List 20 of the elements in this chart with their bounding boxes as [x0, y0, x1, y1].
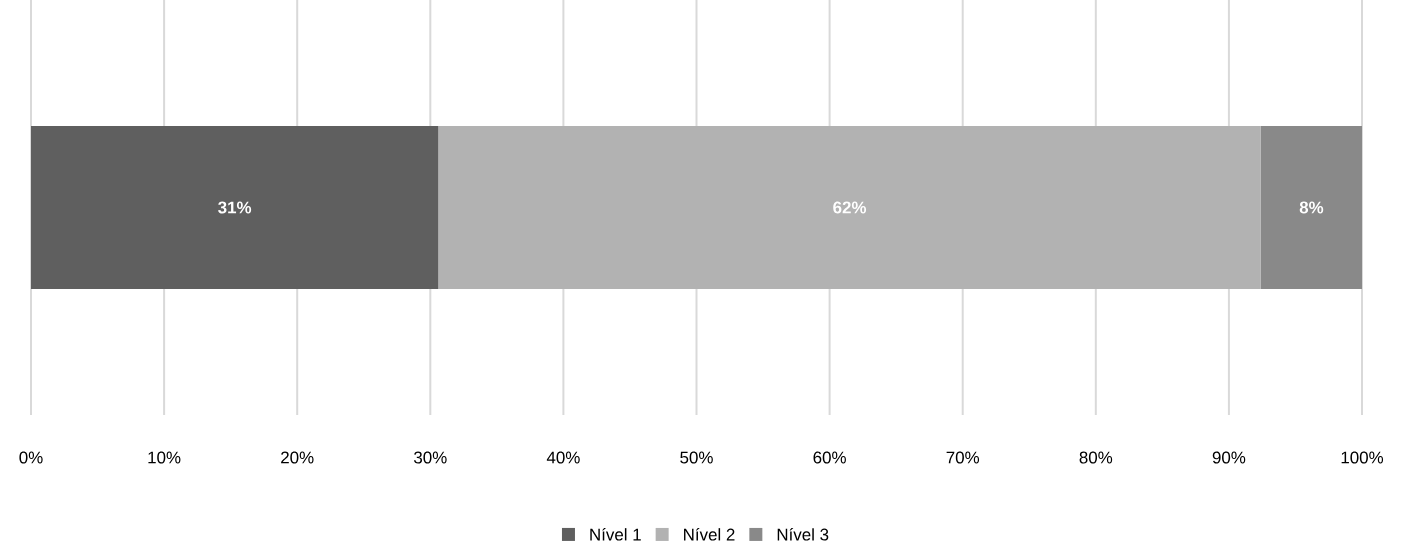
legend-label: Nível 3: [777, 527, 829, 541]
bar: [1260, 126, 1363, 289]
x-tick-label: 80%: [1079, 451, 1113, 464]
data-label: 8%: [1299, 201, 1324, 214]
x-tick-label: 70%: [946, 451, 980, 464]
x-tick-label: 30%: [413, 451, 447, 464]
x-tick-label: 90%: [1212, 451, 1246, 464]
x-tick-label: 20%: [281, 451, 314, 464]
x-tick-label: 10%: [148, 451, 181, 464]
x-tick-label: 60%: [813, 451, 846, 464]
bar: [438, 126, 1261, 289]
data-label: 62%: [833, 201, 867, 214]
x-tick-label: 50%: [680, 451, 713, 464]
x-tick-label: 0%: [19, 451, 43, 464]
legend-label: Nível 1: [590, 527, 641, 541]
x-tick-label: 40%: [546, 451, 580, 464]
x-tick-label: 100%: [1341, 451, 1384, 464]
bar: [31, 126, 439, 289]
legend-label: Nível 2: [684, 527, 735, 541]
data-label: 31%: [218, 201, 252, 214]
